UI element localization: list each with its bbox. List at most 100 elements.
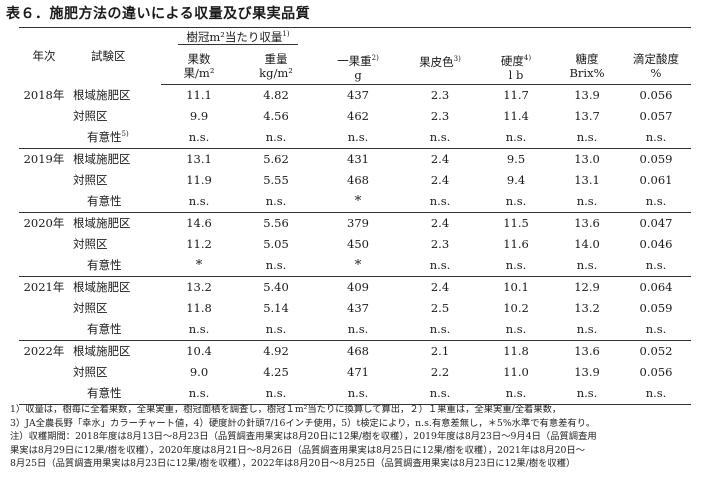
fruit-count-cell: 11.8 [186, 300, 212, 315]
yield-cell: 5.05 [263, 236, 289, 251]
significance-row: 有意性 n.s. n.s. * n.s. n.s. n.s. n.s. [19, 191, 692, 213]
hardness-cell: n.s. [479, 191, 554, 213]
fruit-weight-cell: * [315, 255, 402, 277]
header-row-2: 果数 果/m² 重量 kg/m² 一果重2) g 果皮色3) 硬度4) l b 糖度 Br… [19, 48, 692, 85]
yield-cell: n.s. [237, 255, 316, 277]
fruit-count-cell: 10.4 [161, 340, 237, 362]
header-peel-color: 果皮色3) [401, 48, 480, 85]
hardness-cell: n.s. [479, 319, 554, 341]
significance-row: 有意性 n.s. n.s. n.s. n.s. n.s. n.s. n.s. [19, 319, 692, 341]
yield-cell: 5.56 [237, 212, 316, 234]
yield-cell: 5.55 [263, 172, 289, 187]
table-row: 2021年 根域施肥区 13.2 5.40 409 2.4 10.1 12.9 0.064 [19, 276, 692, 298]
peel-color-cell: n.s. [401, 383, 480, 405]
significance-row: 有意性 n.s. n.s. n.s. n.s. n.s. n.s. n.s. [19, 383, 692, 405]
year-cell: 2018年 [23, 87, 65, 102]
hardness-cell: 11.8 [479, 340, 554, 362]
header-fruit-count: 果数 果/m² [161, 48, 237, 85]
fruit-weight-cell: * [315, 191, 402, 213]
footnote-line: 8月25日（品質調査用果実は8月23日に12果/樹を収穫），2022年は8月20… [10, 458, 576, 469]
year-cell: 2021年 [19, 276, 69, 298]
yield-cell: n.s. [237, 319, 316, 341]
header-yield-group: 樹冠m²当たり収量1) [161, 27, 316, 48]
table-row: 2022年 根域施肥区 10.4 4.92 468 2.1 11.8 13.6 0.052 [19, 340, 692, 362]
hardness-cell: n.s. [479, 383, 554, 405]
hardness-cell: n.s. [479, 255, 554, 277]
header-acidity: 滴定酸度% [621, 48, 692, 85]
fruit-count-cell: 9.9 [189, 108, 209, 123]
sugar-cell: n.s. [553, 127, 622, 149]
yield-cell: 5.62 [237, 148, 316, 170]
trial-cell: 対照区 [73, 108, 108, 123]
sugar-cell: 13.9 [574, 87, 600, 102]
footnotes: 1）収量は，樹毎に全着果数，全果実重，樹冠面積を調査し，樹冠１m²当たりに換算し… [10, 403, 696, 471]
fruit-count-cell: n.s. [161, 127, 237, 149]
year-cell [19, 362, 69, 383]
peel-color-cell: 2.4 [401, 276, 480, 298]
hardness-cell: 11.7 [503, 87, 529, 102]
sugar-cell: n.s. [553, 255, 622, 277]
significance-row: 有意性 * n.s. * n.s. n.s. n.s. n.s. [19, 255, 692, 277]
table-row: 2019年 根域施肥区 13.1 5.62 431 2.4 9.5 13.0 0.059 [19, 148, 692, 170]
header-fruit-weight: 一果重2) g [315, 48, 402, 85]
header-sugar: 糖度 Brix% [553, 48, 622, 85]
table-body: 2018年 根域施肥区 11.1 4.82 437 2.3 11.7 13.9 0.056 対照区… [19, 85, 692, 405]
peel-color-cell: 2.2 [430, 364, 450, 379]
acidity-cell: 0.056 [639, 364, 673, 379]
table-title: 表６．施肥方法の違いによる収量及び果実品質 [6, 6, 311, 22]
hardness-cell: 11.6 [503, 236, 529, 251]
fruit-weight-cell: 468 [315, 340, 402, 362]
fruit-weight-cell: 462 [347, 108, 369, 123]
acidity-cell: 0.057 [639, 108, 673, 123]
acidity-cell: n.s. [621, 383, 692, 405]
trial-cell: 有意性 [69, 383, 161, 405]
sugar-cell: 13.6 [553, 340, 622, 362]
trial-cell: 根域施肥区 [69, 148, 161, 170]
acidity-cell: n.s. [621, 319, 692, 341]
table-row: 2018年 根域施肥区 11.1 4.82 437 2.3 11.7 13.9 0.056 [19, 85, 691, 107]
acidity-cell: 0.061 [639, 172, 673, 187]
hardness-cell: n.s. [479, 127, 554, 149]
acidity-cell: 0.059 [621, 148, 692, 170]
header-row-1: 年次 試験区 樹冠m²当たり収量1) [19, 27, 692, 85]
peel-color-cell: 2.4 [430, 172, 450, 187]
yield-cell: n.s. [237, 383, 316, 405]
year-cell [19, 106, 69, 127]
sugar-cell: n.s. [553, 191, 622, 213]
year-cell: 2019年 [19, 148, 69, 170]
trial-cell: 対照区 [73, 172, 108, 187]
sugar-cell: 13.0 [553, 148, 622, 170]
header-trial: 試験区 [69, 27, 161, 85]
yield-group-label: 樹冠m²当たり収量1) [178, 30, 298, 46]
trial-cell: 根域施肥区 [73, 87, 131, 102]
footnote-line: 3）JA全農長野「幸水」カラーチャート値，4）硬度計の針頭7/16インチ使用，5… [10, 417, 596, 429]
sugar-cell: 13.2 [574, 300, 600, 315]
hardness-cell: 9.4 [506, 172, 526, 187]
fruit-count-cell: n.s. [161, 191, 237, 213]
table-row: 対照区 11.8 5.14 437 2.5 10.2 13.2 0.059 [19, 298, 691, 319]
results-table: 年次 試験区 樹冠m²当たり収量1) 果数 果/m² 重量 kg/m² 一果重2) g… [19, 27, 692, 405]
fruit-count-cell: 14.6 [161, 212, 237, 234]
table-row: 2020年 根域施肥区 14.6 5.56 379 2.4 11.5 13.6 0.047 [19, 212, 692, 234]
hardness-cell: 10.1 [479, 276, 554, 298]
fruit-weight-cell: 431 [315, 148, 402, 170]
hardness-cell: 10.2 [503, 300, 529, 315]
header-yield: 重量 kg/m² [237, 48, 316, 85]
peel-color-cell: 2.5 [430, 300, 450, 315]
header-year: 年次 [19, 27, 69, 85]
yield-cell: 4.82 [263, 87, 289, 102]
trial-cell: 有意性5) [69, 127, 161, 149]
fruit-count-cell: n.s. [161, 319, 237, 341]
acidity-cell: 0.052 [621, 340, 692, 362]
acidity-cell: 0.047 [621, 212, 692, 234]
peel-color-cell: n.s. [401, 127, 480, 149]
fruit-count-cell: 13.1 [161, 148, 237, 170]
sugar-cell: n.s. [553, 319, 622, 341]
yield-cell: 4.25 [263, 364, 289, 379]
peel-color-cell: 2.3 [430, 87, 450, 102]
yield-cell: n.s. [237, 127, 316, 149]
significance-row: 有意性5) n.s. n.s. n.s. n.s. n.s. n.s. n.s. [19, 127, 692, 149]
peel-color-cell: 2.3 [430, 236, 450, 251]
acidity-cell: 0.046 [639, 236, 673, 251]
